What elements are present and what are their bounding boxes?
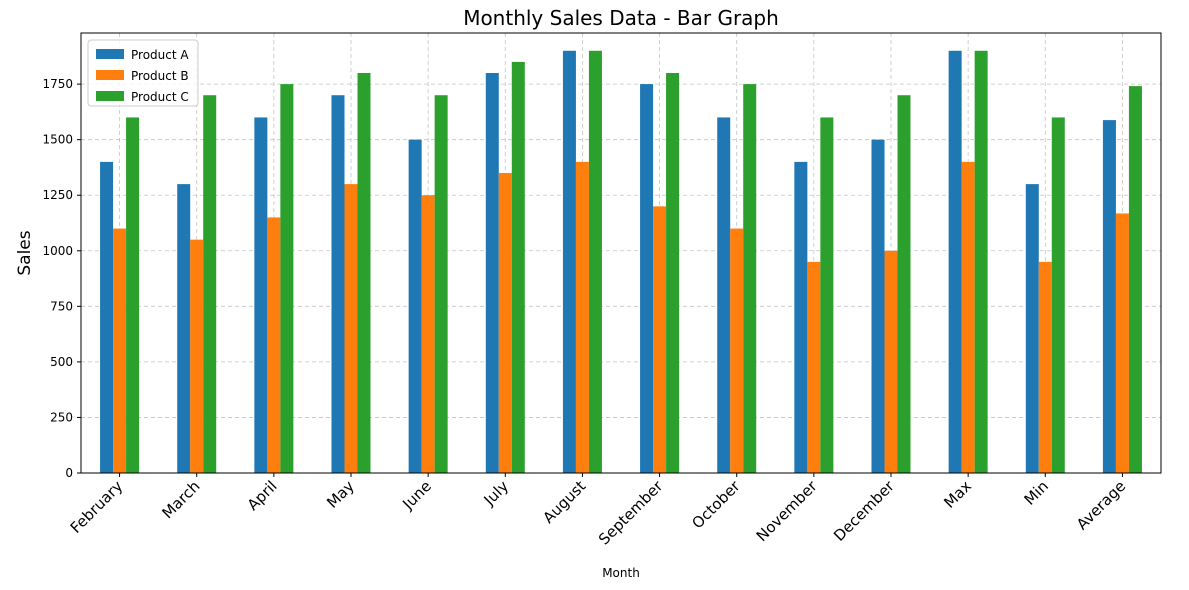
bar-product-a [100, 161, 114, 473]
bar-product-a [562, 50, 576, 474]
y-tick-label: 750 [50, 299, 73, 313]
plot-frame [80, 32, 1162, 474]
bar-product-b [190, 239, 204, 473]
bar-product-a [871, 139, 885, 473]
chart-title: Monthly Sales Data - Bar Graph [463, 6, 779, 30]
bar-product-b [575, 161, 589, 473]
x-tick-label: April [244, 477, 281, 514]
bar-product-c [203, 95, 217, 473]
y-tick-label: 1000 [42, 244, 73, 258]
legend-swatch [96, 49, 124, 59]
y-tick-label: 0 [65, 466, 73, 480]
x-tick-label: July [480, 477, 513, 510]
bar-product-c [588, 50, 602, 474]
bar-product-a [948, 50, 962, 474]
bar-product-c [126, 117, 140, 473]
x-axis: February March April May June July August Septe… [67, 473, 1129, 549]
bar-product-b [1038, 261, 1052, 473]
bar-product-a [640, 84, 654, 473]
bar-product-b [807, 261, 821, 473]
bar-product-c [743, 84, 757, 473]
x-tick-label: February [67, 477, 127, 537]
legend-label: Product B [131, 69, 189, 83]
bar-product-a [331, 95, 345, 473]
bar-product-a [794, 161, 808, 473]
legend: Product A Product B Product C [87, 39, 199, 107]
legend-swatch [96, 91, 124, 101]
bar-product-a [254, 117, 268, 473]
bar-product-b [344, 184, 358, 473]
bar-product-c [280, 84, 294, 473]
bar-product-c [1128, 86, 1142, 473]
x-tick-label: Min [1021, 477, 1053, 509]
y-tick-label: 1750 [42, 77, 73, 91]
x-tick-label: June [398, 477, 435, 514]
x-tick-label: December [830, 477, 898, 545]
bar-product-b [113, 228, 127, 473]
y-tick-label: 500 [50, 355, 73, 369]
x-tick-label: August [539, 477, 589, 527]
bar-product-c [511, 61, 525, 474]
grid [81, 33, 1161, 474]
bar-product-b [421, 195, 435, 473]
bar-product-b [267, 217, 281, 473]
bar-product-b [498, 173, 512, 473]
bar-product-c [666, 73, 680, 473]
bar-product-b [730, 228, 744, 473]
bar-product-a [717, 117, 731, 473]
x-tick-label: May [323, 477, 358, 512]
legend-label: Product C [131, 90, 189, 104]
y-tick-label: 1250 [42, 188, 73, 202]
x-tick-label: September [595, 477, 667, 549]
bar-product-b [653, 206, 667, 474]
bar-product-a [1025, 184, 1039, 473]
bar-product-c [820, 117, 834, 473]
y-tick-label: 250 [50, 410, 73, 424]
bar-product-c [1051, 117, 1065, 473]
bar-product-c [974, 50, 988, 474]
bar-product-a [408, 139, 422, 473]
x-tick-label: Average [1073, 477, 1129, 533]
bars [100, 50, 1142, 474]
y-tick-label: 1500 [42, 133, 73, 147]
bar-product-b [884, 250, 898, 473]
bar-product-c [434, 95, 448, 473]
y-axis: 0 250 500 750 1000 1250 1500 1750 [42, 77, 81, 480]
x-tick-label: October [688, 477, 744, 533]
x-tick-label: Max [940, 477, 975, 512]
bar-product-b [1115, 213, 1129, 473]
bar-product-c [897, 95, 911, 473]
bar-product-c [357, 73, 371, 473]
bar-product-b [961, 161, 975, 473]
bar-product-a [485, 73, 499, 473]
legend-swatch [96, 70, 124, 80]
y-axis-label: Sales [15, 230, 35, 275]
x-tick-label: March [158, 477, 203, 522]
x-tick-label: November [753, 477, 821, 545]
legend-label: Product A [131, 48, 189, 62]
x-axis-label: Month [602, 566, 640, 580]
bar-product-a [1102, 120, 1116, 473]
bar-product-a [177, 184, 191, 473]
